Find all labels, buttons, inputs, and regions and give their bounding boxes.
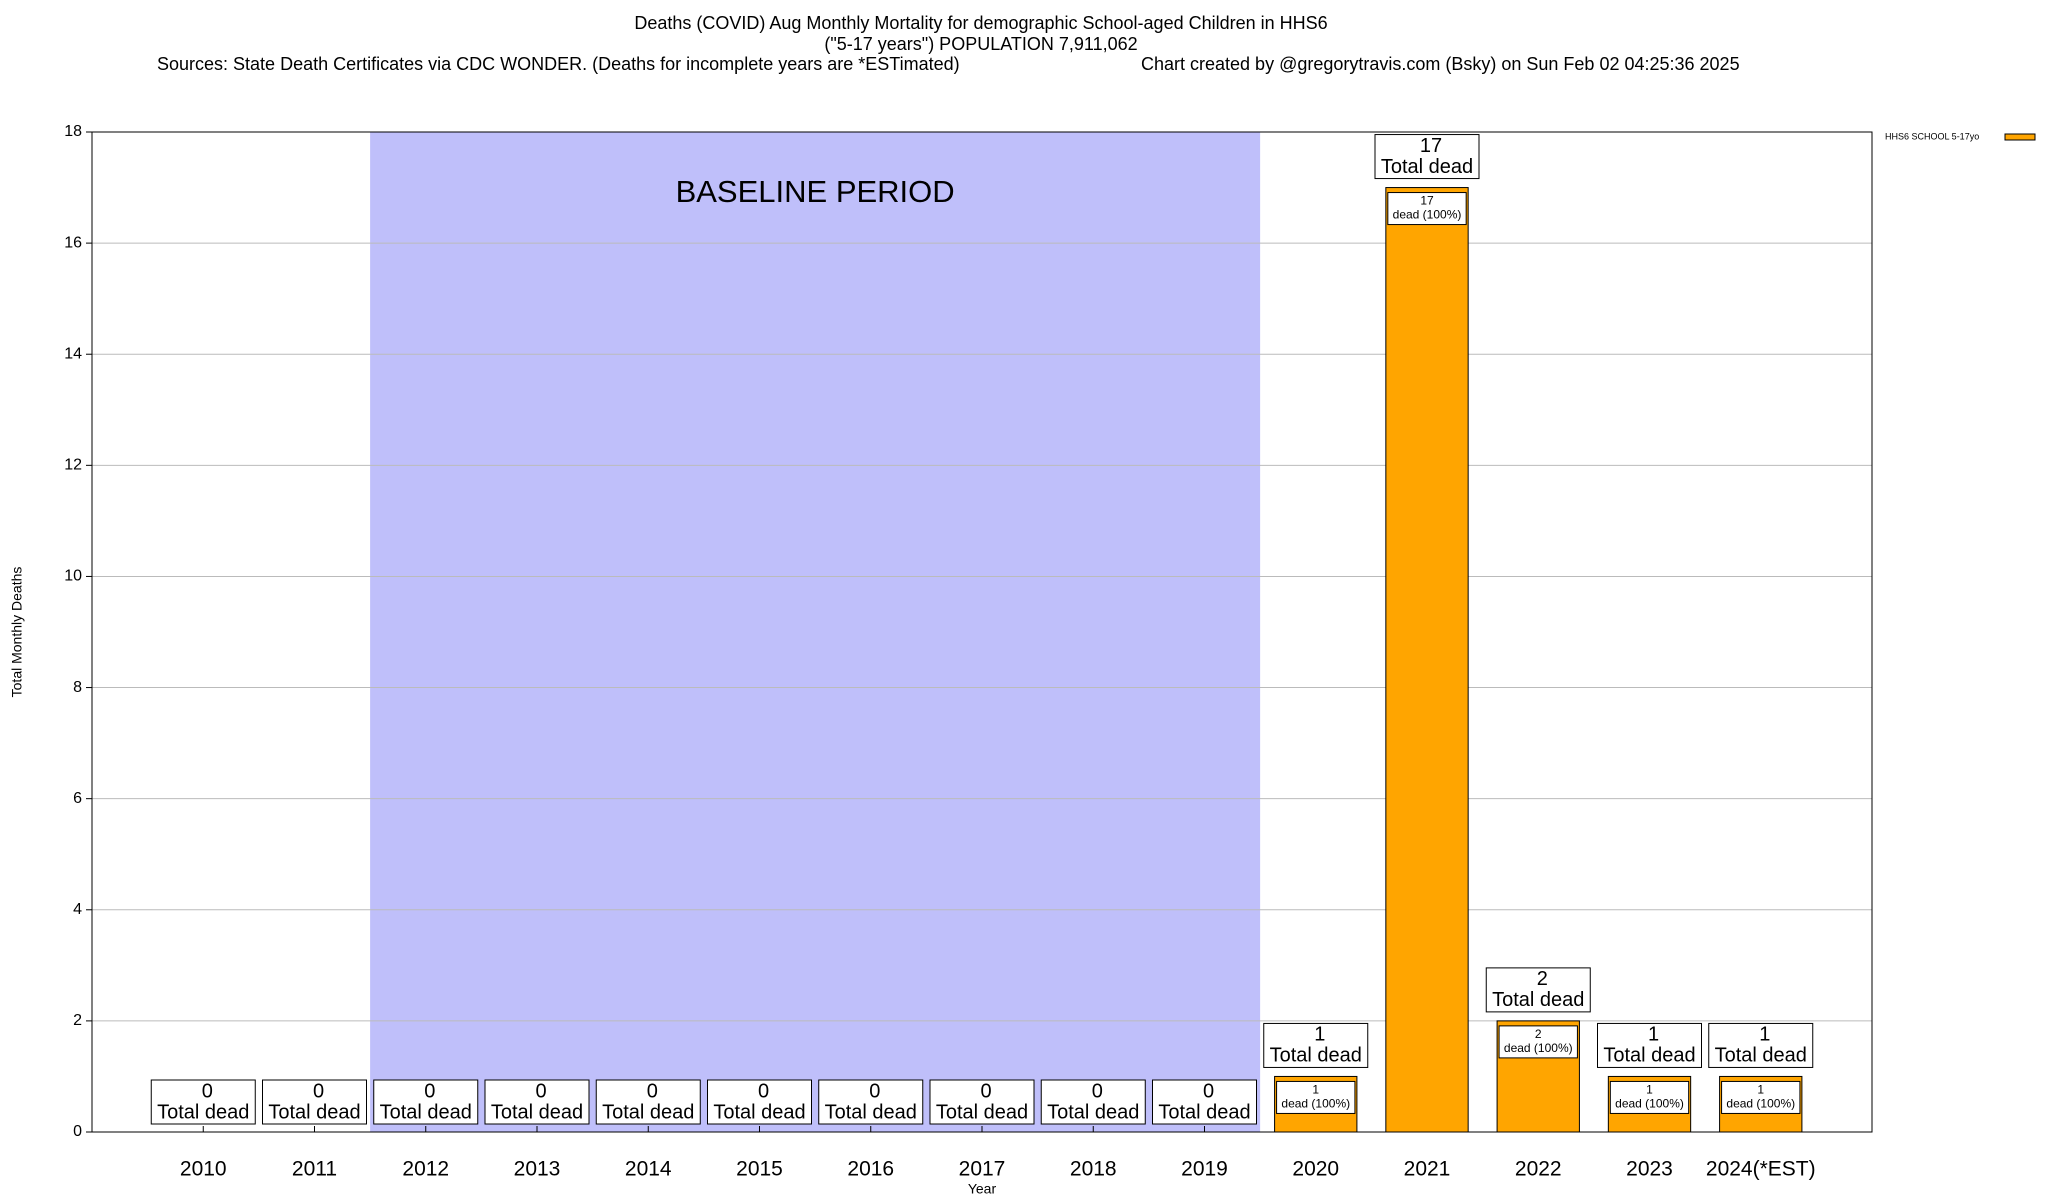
bar (1385, 187, 1469, 1133)
total-label-box (1374, 134, 1480, 180)
total-label-box (1708, 1022, 1814, 1068)
x-tick-label: 2016 (847, 1158, 894, 1181)
total-label: Total dead (1270, 1045, 1362, 1067)
x-tick-label: 2020 (1292, 1158, 1339, 1181)
total-value-label: 1 (1648, 1024, 1659, 1046)
segment-label-box (1609, 1080, 1690, 1114)
segment-value-label: 1 (1312, 1083, 1319, 1097)
total-value-label: 0 (313, 1080, 324, 1102)
total-label-box (1263, 1022, 1369, 1068)
segment-value-label: 1 (1646, 1083, 1653, 1097)
segment-value-label: 2 (1535, 1027, 1542, 1041)
total-value-label: 1 (1314, 1024, 1325, 1046)
x-tick-label: 2017 (959, 1158, 1006, 1181)
y-tick-label: 18 (64, 123, 82, 140)
total-label: Total dead (713, 1101, 805, 1123)
x-tick-label: 2013 (514, 1158, 561, 1181)
segment-label-box (1276, 1080, 1356, 1114)
y-tick-label: 14 (64, 345, 82, 362)
total-label-box (707, 1079, 812, 1125)
total-label: Total dead (936, 1101, 1028, 1123)
y-tick-label: 12 (64, 457, 82, 474)
legend-swatch (2004, 133, 2036, 141)
total-label-box (1485, 967, 1591, 1013)
x-tick-label: 2011 (292, 1158, 337, 1181)
chart-subtitle: ("5-17 years") POPULATION 7,911,062 (824, 34, 1137, 54)
x-tick-label: 2019 (1181, 1158, 1228, 1181)
segment-label: dead (100%) (1615, 1097, 1684, 1111)
total-label: Total dead (1381, 156, 1473, 178)
baseline-label: BASELINE PERIOD (676, 174, 955, 209)
total-label: Total dead (268, 1101, 360, 1123)
total-value-label: 0 (869, 1080, 880, 1102)
y-tick-label: 8 (73, 679, 82, 696)
segment-label: dead (100%) (1393, 208, 1462, 222)
total-value-label: 1 (1759, 1024, 1770, 1046)
x-axis-label: Year (968, 1181, 997, 1197)
total-label-box (373, 1079, 479, 1125)
total-label: Total dead (1492, 989, 1584, 1011)
segment-label-box (1498, 1025, 1578, 1059)
credit-note: Chart created by @gregorytravis.com (Bsk… (1141, 54, 1740, 74)
total-value-label: 0 (758, 1080, 769, 1102)
segment-label-box (1387, 192, 1467, 226)
total-value-label: 0 (980, 1080, 991, 1102)
y-tick-label: 10 (64, 568, 82, 585)
total-label-box (150, 1079, 256, 1125)
total-label-box (262, 1079, 367, 1125)
total-label-box (484, 1079, 590, 1125)
segment-label: dead (100%) (1504, 1041, 1573, 1055)
y-tick-label: 2 (73, 1012, 82, 1029)
segment-value-label: 17 (1420, 194, 1434, 208)
total-label: Total dead (602, 1101, 694, 1123)
total-label: Total dead (1715, 1045, 1807, 1067)
y-tick-label: 0 (73, 1123, 82, 1140)
x-tick-label: 2014 (625, 1158, 672, 1181)
total-value-label: 0 (1203, 1080, 1214, 1102)
total-value-label: 0 (535, 1080, 546, 1102)
total-label-box (818, 1079, 924, 1125)
segment-label-box (1721, 1080, 1801, 1114)
total-value-label: 2 (1537, 968, 1548, 990)
y-tick-label: 16 (64, 234, 82, 251)
total-value-label: 0 (1092, 1080, 1103, 1102)
total-value-label: 0 (424, 1080, 435, 1102)
total-label-box (1040, 1079, 1146, 1125)
legend-label: HHS6 SCHOOL 5-17yo (1885, 131, 1979, 141)
total-label: Total dead (380, 1101, 472, 1123)
segment-label: dead (100%) (1281, 1097, 1350, 1111)
x-tick-label: 2018 (1070, 1158, 1117, 1181)
total-value-label: 17 (1420, 135, 1442, 157)
total-label: Total dead (1047, 1101, 1139, 1123)
x-tick-label: 2012 (402, 1158, 449, 1181)
total-label-box (929, 1079, 1035, 1125)
y-axis-label: Total Monthly Deaths (9, 567, 25, 698)
total-label: Total dead (1158, 1101, 1250, 1123)
chart-title: Deaths (COVID) Aug Monthly Mortality for… (634, 13, 1327, 33)
total-label-box (1597, 1022, 1702, 1068)
baseline-region (370, 132, 1261, 1132)
segment-label: dead (100%) (1726, 1097, 1795, 1111)
total-label: Total dead (157, 1101, 249, 1123)
total-label-box (1152, 1079, 1257, 1125)
total-label: Total dead (825, 1101, 917, 1123)
total-label: Total dead (1603, 1045, 1695, 1067)
y-tick-label: 6 (73, 790, 82, 807)
source-note: Sources: State Death Certificates via CD… (157, 54, 960, 74)
x-tick-label: 2022 (1515, 1158, 1562, 1181)
x-tick-label: 2021 (1404, 1158, 1451, 1181)
y-tick-label: 4 (73, 901, 82, 918)
x-tick-label: 2010 (180, 1158, 227, 1181)
x-tick-label: 2023 (1626, 1158, 1673, 1181)
x-tick-label: 2015 (736, 1158, 783, 1181)
total-value-label: 0 (202, 1080, 213, 1102)
total-label: Total dead (491, 1101, 583, 1123)
total-value-label: 0 (647, 1080, 658, 1102)
x-tick-label: 2024(*EST) (1706, 1158, 1816, 1181)
segment-value-label: 1 (1757, 1083, 1764, 1097)
total-label-box (595, 1079, 701, 1125)
